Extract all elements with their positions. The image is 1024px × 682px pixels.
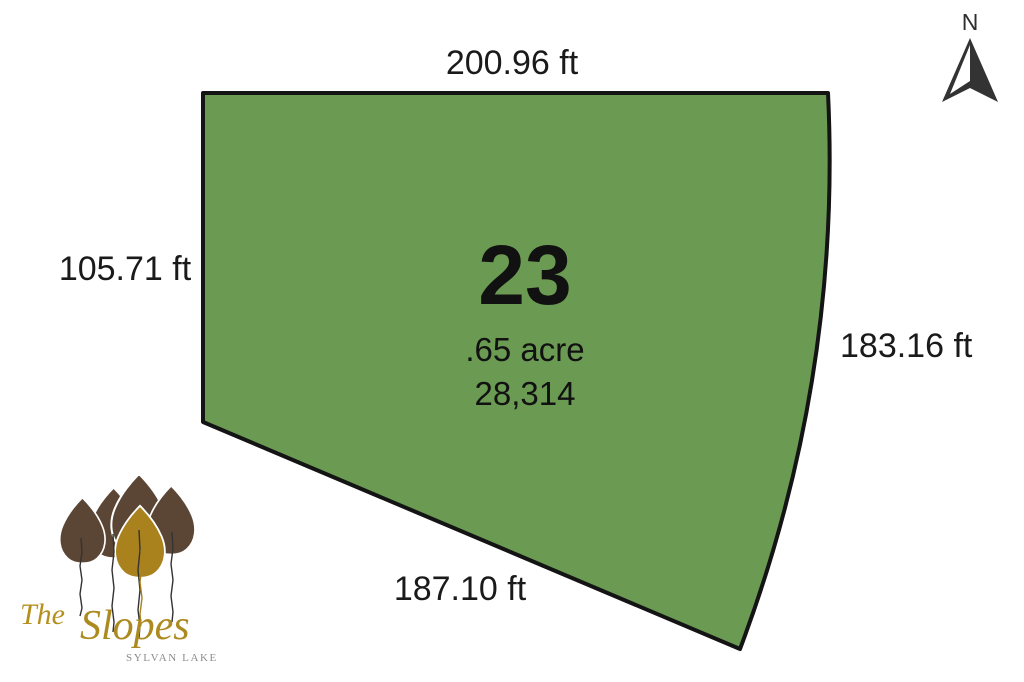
svg-text:The: The — [20, 598, 65, 631]
svg-text:SYLVAN LAKE: SYLVAN LAKE — [126, 652, 218, 664]
svg-text:Slopes: Slopes — [80, 603, 190, 649]
svg-text:N: N — [962, 12, 979, 35]
